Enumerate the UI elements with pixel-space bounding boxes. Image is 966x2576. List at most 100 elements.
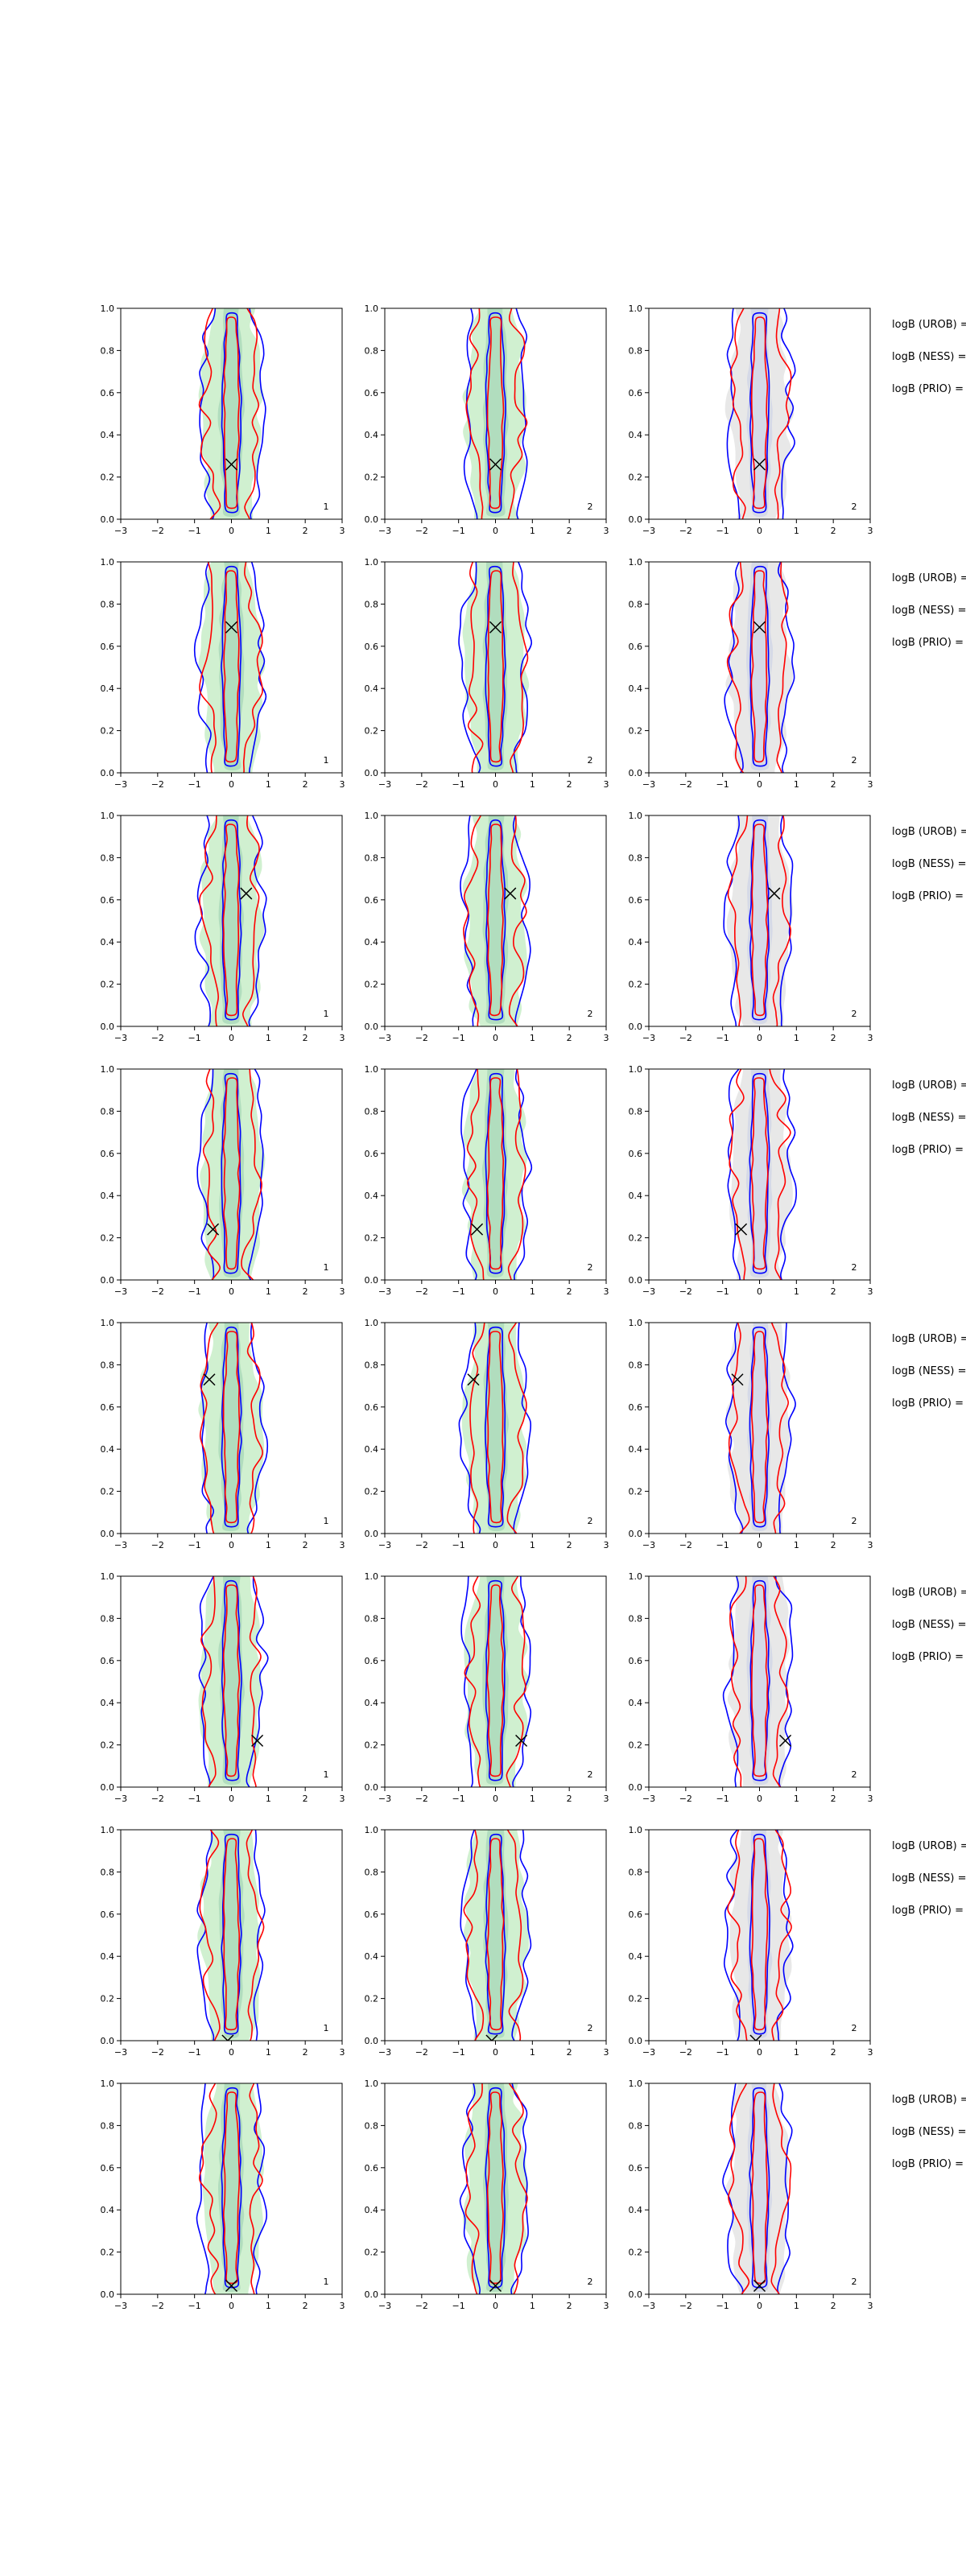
- x-tick-label: −3: [642, 1033, 655, 1043]
- panel-r6-c3: −3 −2 −1 0 1 2 3 0.0 0.2 0.4 0.6 0.8 1.0 2: [629, 1571, 873, 1804]
- true-value-marker: [485, 2034, 498, 2041]
- red-contour-inner: [486, 2091, 504, 2285]
- blue-contour-inner: [749, 819, 770, 1021]
- red-contour-inner: [222, 1077, 241, 1270]
- y-tick-label: 0.4: [629, 1444, 643, 1455]
- y-tick-label: 0.0: [365, 2036, 379, 2046]
- logb-label: logB (NESS) =: [892, 1112, 966, 1124]
- x-tick-label: 0: [493, 1794, 498, 1804]
- y-tick-label: 0.0: [101, 1275, 115, 1286]
- y-tick-label: 0.2: [365, 473, 379, 483]
- x-tick-label: 1: [266, 2047, 271, 2058]
- x-tick-label: 3: [340, 2047, 345, 2058]
- y-tick-label: 1.0: [101, 557, 115, 568]
- blue-contour-inner: [749, 2087, 770, 2289]
- blue-contour-outer: [726, 308, 796, 519]
- x-tick-label: −2: [679, 1286, 692, 1297]
- blue-contour-inner: [221, 819, 242, 1021]
- x-tick-label: −2: [679, 779, 692, 790]
- y-tick-label: 1.0: [365, 1318, 379, 1328]
- logb-label: logB (UROB) =: [892, 1080, 966, 1092]
- x-tick-label: −1: [716, 1794, 729, 1804]
- red-contour-inner: [487, 824, 504, 1017]
- x-tick-label: 1: [794, 2047, 799, 2058]
- panel-contours: [724, 1323, 796, 1534]
- x-tick-label: −2: [151, 526, 164, 536]
- x-tick-label: 2: [567, 1794, 572, 1804]
- y-tick-label: 1.0: [629, 2079, 643, 2089]
- red-contour-inner: [750, 316, 769, 510]
- x-tick-label: −1: [188, 526, 201, 536]
- panel-contours: [722, 1576, 794, 1787]
- logb-label: logB (PRIO) =: [892, 2158, 964, 2170]
- x-tick-label: 3: [868, 779, 873, 790]
- x-tick-label: −3: [378, 2047, 391, 2058]
- y-tick-label: 0.8: [629, 345, 643, 356]
- blue-contour-inner: [221, 312, 242, 514]
- y-tick-label: 0.8: [365, 345, 379, 356]
- panel-number: 2: [852, 2023, 857, 2033]
- x-tick-label: −1: [188, 1286, 201, 1297]
- y-tick-label: 0.2: [629, 1994, 643, 2004]
- red-contour-outer: [728, 1323, 790, 1534]
- x-tick-label: −2: [151, 1794, 164, 1804]
- x-tick-label: −2: [415, 1540, 428, 1550]
- red-contour-inner: [487, 570, 504, 763]
- y-tick-label: 0.2: [365, 1740, 379, 1751]
- x-tick-label: 1: [266, 1540, 271, 1550]
- x-tick-label: 1: [530, 1540, 535, 1550]
- panel-r5-c1: −3 −2 −1 0 1 2 3 0.0 0.2 0.4 0.6 0.8 1.0 1: [101, 1318, 345, 1550]
- x-tick-label: −2: [151, 779, 164, 790]
- red-contour-inner: [223, 570, 241, 763]
- y-tick-label: 0.0: [629, 1275, 643, 1286]
- y-tick-label: 0.2: [365, 726, 379, 737]
- y-tick-label: 1.0: [101, 1318, 115, 1328]
- logb-label: logB (PRIO) =: [892, 1144, 964, 1156]
- x-tick-label: 1: [794, 1286, 799, 1297]
- panel-r2-c2: −3 −2 −1 0 1 2 3 0.0 0.2 0.4 0.6 0.8 1.0 2: [365, 557, 609, 790]
- x-tick-label: 1: [530, 1033, 535, 1043]
- true-value-marker: [504, 887, 517, 900]
- y-tick-label: 0.2: [101, 473, 115, 483]
- y-tick-label: 0.8: [365, 852, 379, 863]
- x-tick-label: 3: [604, 1794, 609, 1804]
- red-contour-inner: [222, 2091, 241, 2285]
- true-value-marker: [225, 621, 238, 634]
- y-tick-label: 0.0: [629, 2289, 643, 2300]
- x-tick-label: −1: [716, 1540, 729, 1550]
- y-tick-label: 0.8: [101, 2120, 115, 2131]
- y-tick-label: 0.2: [101, 980, 115, 990]
- y-tick-label: 0.8: [629, 2120, 643, 2131]
- red-contour-outer: [729, 1576, 789, 1787]
- panel-r1-c1: −3 −2 −1 0 1 2 3 0.0 0.2 0.4 0.6 0.8 1.0 1: [101, 303, 345, 536]
- y-tick-label: 0.6: [101, 388, 115, 398]
- panel-r6-c2: −3 −2 −1 0 1 2 3 0.0 0.2 0.4 0.6 0.8 1.0 2: [365, 1571, 609, 1804]
- blue-contour-outer: [724, 562, 795, 773]
- logb-label: logB (NESS) =: [892, 1365, 966, 1377]
- y-tick-label: 1.0: [101, 303, 115, 314]
- blue-contour-outer: [194, 815, 267, 1026]
- blue-contour-outer: [460, 815, 531, 1026]
- true-value-marker: [768, 887, 781, 900]
- blue-contour-inner: [221, 1326, 242, 1528]
- x-tick-label: 0: [229, 2301, 234, 2311]
- x-tick-label: 2: [831, 2301, 836, 2311]
- red-contour-outer: [726, 562, 789, 773]
- logb-label: logB (PRIO) =: [892, 1397, 964, 1410]
- x-tick-label: 2: [567, 526, 572, 536]
- y-tick-label: 1.0: [629, 557, 643, 568]
- panel-contours: [198, 1576, 269, 1787]
- y-tick-label: 1.0: [365, 303, 379, 314]
- panel-r8-c2: −3 −2 −1 0 1 2 3 0.0 0.2 0.4 0.6 0.8 1.0 2: [365, 2079, 609, 2311]
- x-tick-label: −1: [452, 1540, 465, 1550]
- y-tick-label: 0.2: [101, 1994, 115, 2004]
- x-tick-label: 1: [266, 1794, 271, 1804]
- blue-contour-outer: [458, 1323, 532, 1534]
- x-tick-label: 1: [266, 1033, 271, 1043]
- y-tick-label: 0.2: [101, 2248, 115, 2258]
- x-tick-label: −2: [679, 1033, 692, 1043]
- logb-label: logB (PRIO) =: [892, 383, 964, 395]
- panel-contours: [722, 2083, 793, 2294]
- true-value-marker: [489, 2279, 502, 2293]
- x-tick-label: −3: [114, 1540, 127, 1550]
